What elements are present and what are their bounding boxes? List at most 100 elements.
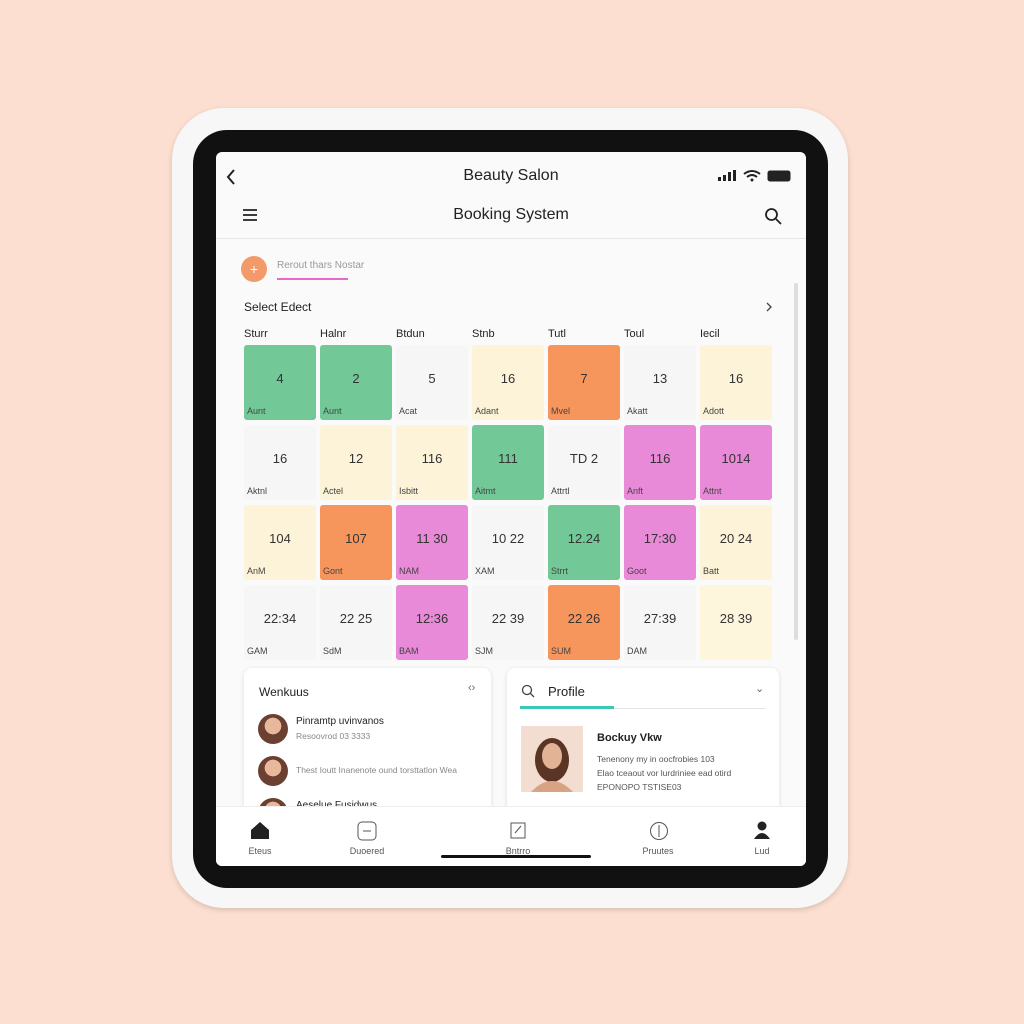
nav-label[interactable]: Duoered (349, 846, 385, 856)
slot-label: GAM (247, 646, 268, 656)
column-header: Btdun (396, 328, 425, 340)
slot-time: 116 (421, 451, 443, 466)
weekly-title: Wenkuus (259, 685, 309, 699)
time-slot[interactable]: 2 Aunt (320, 345, 392, 420)
time-slot[interactable]: 116 Anft (624, 425, 696, 500)
slot-label: Aktnl (247, 486, 268, 496)
slot-time: 16 (728, 371, 744, 386)
time-slot[interactable]: 16 Aktnl (244, 425, 316, 500)
time-slot[interactable]: 16 Adott (700, 345, 772, 420)
time-slot[interactable]: 22 26 SUM (548, 585, 620, 660)
time-slot[interactable]: 28 39 (700, 585, 772, 660)
slot-time: 107 (345, 531, 367, 546)
time-slot[interactable]: 13 Akatt (624, 345, 696, 420)
time-slot[interactable]: 27:39 DAM (624, 585, 696, 660)
slot-label: DAM (627, 646, 647, 656)
slot-label: Actel (323, 486, 344, 496)
time-slot[interactable]: 107 Gont (320, 505, 392, 580)
time-slot[interactable]: 104 AnM (244, 505, 316, 580)
time-slot[interactable]: 12 Actel (320, 425, 392, 500)
slot-label: Aitmt (475, 486, 496, 496)
item-title: Pinramtp uvinvanos (296, 716, 384, 727)
slot-time: 116 (649, 451, 671, 466)
add-button[interactable]: + (241, 256, 267, 282)
profile-tab-underline (520, 706, 614, 709)
next-button[interactable] (764, 301, 774, 313)
time-slot[interactable]: 116 Isbitt (396, 425, 468, 500)
slot-label: SJM (475, 646, 493, 656)
status-icons (718, 170, 791, 182)
column-header: Halnr (320, 328, 347, 340)
column-header: Toul (624, 328, 645, 340)
slot-label: Adott (703, 406, 725, 416)
nav-label[interactable]: Bntrro (505, 846, 531, 856)
slot-label: AnM (247, 566, 266, 576)
profile-line: EPONOPO TSTISE03 (597, 782, 682, 792)
card-toggle[interactable]: ‹› (468, 682, 476, 694)
time-slot[interactable]: 22 39 SJM (472, 585, 544, 660)
slot-label: BAM (399, 646, 419, 656)
time-slot[interactable]: 11 30 NAM (396, 505, 468, 580)
time-slot[interactable]: 22:34 GAM (244, 585, 316, 660)
slot-time: 11 30 (416, 531, 448, 546)
slot-time: TD 2 (569, 451, 599, 466)
time-slot[interactable]: 4 Aunt (244, 345, 316, 420)
slot-time: 2 (352, 371, 360, 386)
time-slot[interactable]: TD 2 Attrtl (548, 425, 620, 500)
bottom-nav: Eteus Duoered Bntrro Pruutes Lud (216, 806, 806, 866)
time-slot[interactable]: 7 Mvel (548, 345, 620, 420)
time-slot[interactable]: 12.24 Strrt (548, 505, 620, 580)
avatar (258, 756, 288, 786)
time-slot[interactable]: 20 24 Batt (700, 505, 772, 580)
profile-toggle[interactable]: ⌄ (755, 683, 765, 695)
slot-time: 10 22 (491, 531, 525, 546)
divider (216, 238, 806, 239)
slot-time: 4 (276, 371, 284, 386)
search-button[interactable] (764, 207, 782, 225)
back-button[interactable] (224, 168, 238, 186)
slot-time: 7 (580, 371, 588, 386)
slot-time: 22 39 (491, 611, 525, 626)
slot-time: 22:34 (263, 611, 297, 626)
profile-photo (521, 726, 583, 792)
profile-title: Profile (548, 684, 585, 699)
time-slot[interactable]: 16 Adant (472, 345, 544, 420)
item-subtitle: Resoovrod 03 3333 (296, 731, 371, 741)
time-slot[interactable]: 1014 Attnt (700, 425, 772, 500)
time-slot[interactable]: 111 Aitmt (472, 425, 544, 500)
nav-icon-home (251, 822, 269, 839)
time-slot[interactable]: 12:36 BAM (396, 585, 468, 660)
screen: Beauty Salon Booking System + Rerout tha… (216, 152, 806, 866)
slot-time: 13 (652, 371, 668, 386)
nav-icon-new (510, 822, 526, 839)
slot-label: Acat (399, 406, 418, 416)
nav-label[interactable]: Eteus (248, 846, 272, 856)
column-header: Tutl (548, 328, 566, 340)
time-slot[interactable]: 17:30 Goot (624, 505, 696, 580)
slot-label: Aunt (323, 406, 342, 416)
slot-time: 12.24 (567, 531, 601, 546)
slot-label: Batt (703, 566, 720, 576)
slot-label: Anft (627, 486, 644, 496)
slot-time: 22 25 (339, 611, 373, 626)
search-input[interactable]: Rerout thars Nostar (277, 260, 365, 271)
slot-time: 111 (498, 451, 518, 466)
time-slot[interactable]: 5 Acat (396, 345, 468, 420)
slot-label: XAM (475, 566, 495, 576)
profile-line: Elao tceaout vor lurdriniee ead otird (597, 768, 732, 778)
nav-label[interactable]: Pruutes (642, 846, 674, 856)
slot-time: 22 26 (567, 611, 601, 626)
nav-icon-booked (357, 821, 377, 841)
nav-label[interactable]: Lud (754, 846, 770, 856)
slot-time: 17:30 (643, 531, 677, 546)
menu-button[interactable] (242, 208, 258, 222)
slot-label: Strrt (551, 566, 568, 576)
slot-time: 16 (500, 371, 516, 386)
time-slot[interactable]: 10 22 XAM (472, 505, 544, 580)
slot-label: SdM (323, 646, 342, 656)
input-underline (277, 278, 348, 280)
slot-label: Attnt (703, 486, 722, 496)
time-slot[interactable]: 22 25 SdM (320, 585, 392, 660)
slot-time: 16 (272, 451, 288, 466)
